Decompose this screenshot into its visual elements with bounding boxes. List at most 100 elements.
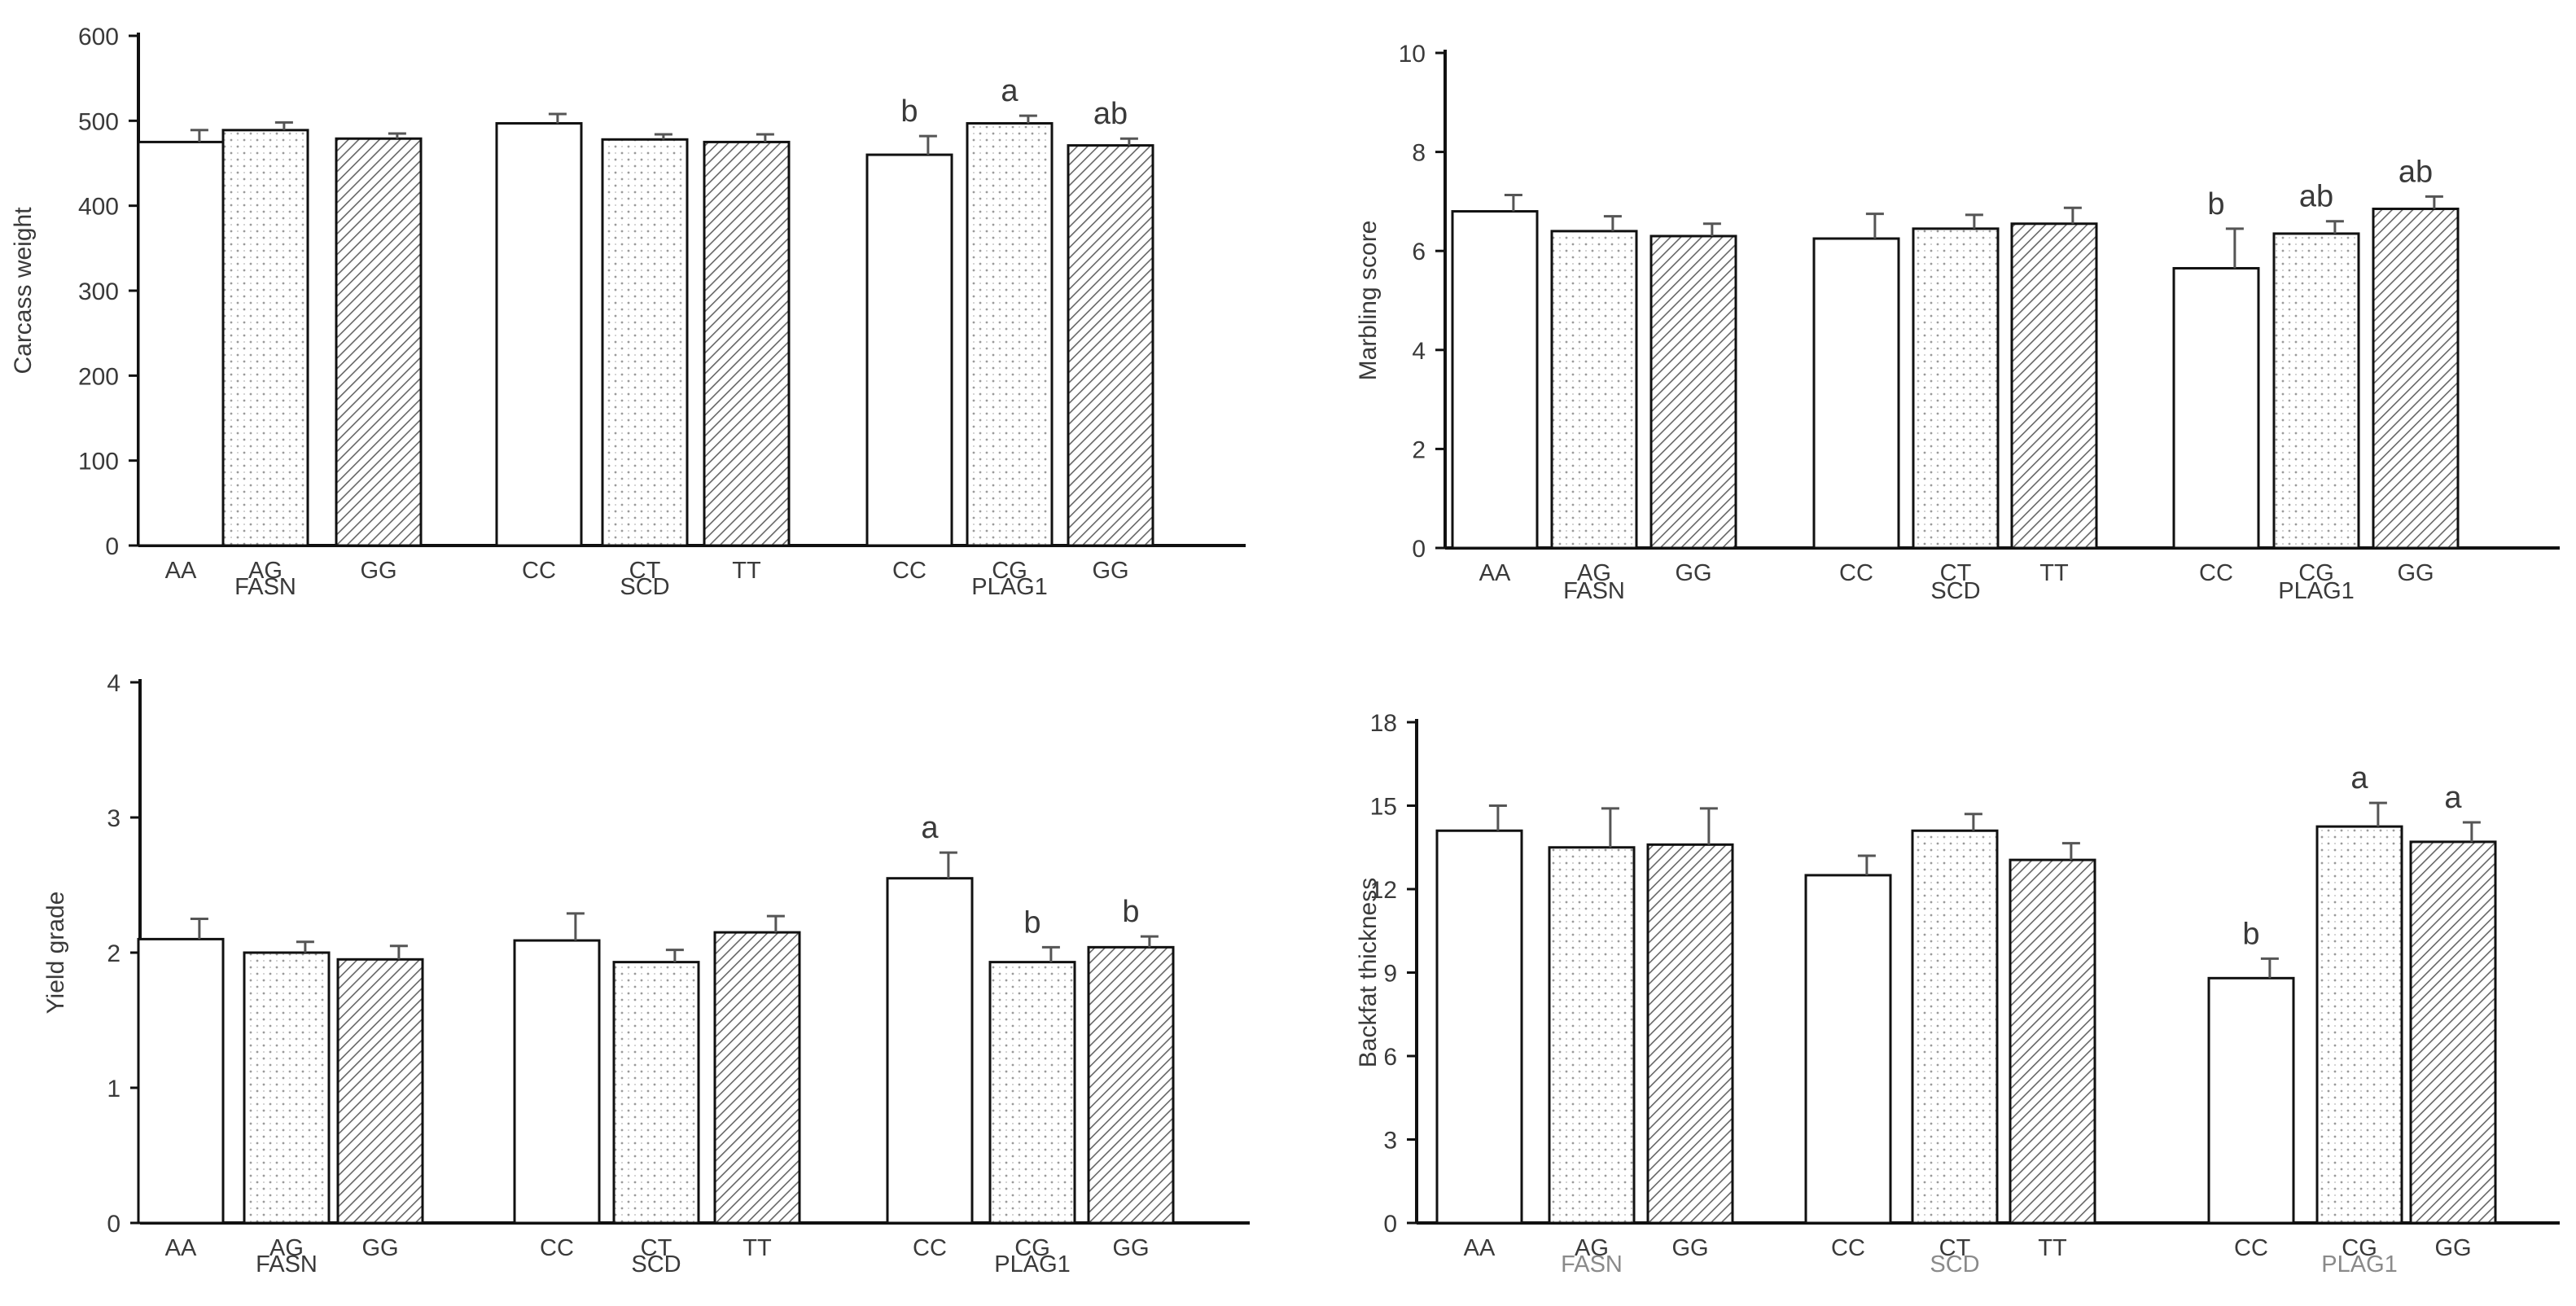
bar-fasn-aa-plain [1435, 829, 1523, 1225]
error-bar [1964, 813, 1982, 831]
bar-scd-tt-hatched [2010, 222, 2098, 550]
x-category-label: GG [1675, 560, 1711, 586]
gene-label: FASN [1561, 1251, 1623, 1278]
bar-fasn-aa-plain [1451, 210, 1539, 550]
error-bar [2425, 195, 2443, 209]
bar-plag1-cg-dotted [2315, 825, 2403, 1225]
gene-label: PLAG1 [2321, 1251, 2398, 1278]
bar-scd-ct-dotted [612, 961, 700, 1225]
gene-label: SCD [631, 1251, 681, 1278]
x-category-label: AG [269, 1235, 304, 1261]
bar-fasn-gg-hatched [336, 958, 424, 1225]
x-category-label: CC [2234, 1235, 2268, 1261]
x-category-label: GG [2434, 1235, 2471, 1261]
x-category-label: TT [2038, 1235, 2067, 1261]
bar-fasn-ag-dotted [221, 129, 309, 547]
x-category-label: CC [2199, 560, 2233, 586]
gene-label: SCD [1930, 1251, 1979, 1278]
x-category-label: AA [165, 558, 197, 584]
bar-scd-tt-hatched [703, 140, 791, 547]
bar-fasn-ag-dotted [243, 951, 331, 1225]
x-category-label: GG [1092, 558, 1128, 584]
y-tick-label: 12 [1370, 877, 1397, 904]
x-category-label: GG [1671, 1235, 1708, 1261]
error-bar [2260, 957, 2279, 979]
significance-letter: ab [1093, 97, 1128, 131]
bar-plag1-gg-hatched [1067, 144, 1154, 547]
gene-group-fasn: AA AG GG FASN [1435, 804, 1734, 1278]
error-bar [388, 132, 406, 139]
error-bar [1865, 213, 1884, 239]
y-tick-label: 600 [78, 24, 119, 50]
bar-plag1-gg-hatched [1087, 945, 1175, 1225]
error-bar [2063, 206, 2082, 224]
y-tick-label: 18 [1370, 710, 1397, 737]
bar-scd-cc-plain [495, 121, 583, 547]
significance-letter: b [2242, 917, 2259, 951]
x-category-label: GG [1112, 1235, 1149, 1261]
bar-scd-ct-dotted [1911, 829, 1999, 1225]
y-axis-label: Yield grade [42, 892, 69, 1015]
error-bar [1041, 945, 1060, 962]
error-bar [918, 134, 937, 156]
x-category-label: AG [1577, 560, 1611, 586]
bar-plag1-gg-hatched [2409, 840, 2497, 1225]
x-category-label: TT [732, 558, 761, 584]
error-bar [190, 918, 208, 940]
bar-scd-tt-hatched [2009, 858, 2096, 1225]
x-category-label: CC [892, 558, 927, 584]
gene-label: FASN [256, 1251, 318, 1278]
error-bar [566, 912, 585, 941]
bar-plag1-cc-plain [2207, 976, 2295, 1225]
y-tick-label: 4 [1412, 338, 1426, 365]
error-bar [1857, 854, 1876, 875]
y-tick-label: 8 [1412, 140, 1426, 167]
bar-plag1-cg-dotted [966, 121, 1054, 547]
x-category-label: AA [1464, 1235, 1496, 1261]
y-axis-label: Backfat thickness [1355, 878, 1382, 1067]
y-tick-label: 6 [1383, 1044, 1397, 1071]
x-category-label: CC [540, 1235, 574, 1261]
x-category-label: CC [913, 1235, 947, 1261]
significance-letter: a [2444, 781, 2462, 815]
gene-label: PLAG1 [971, 574, 1048, 600]
gene-label: SCD [1930, 578, 1980, 604]
significance-letter: ab [2399, 155, 2433, 189]
y-tick-label: 0 [105, 533, 119, 560]
x-category-label: CC [522, 558, 556, 584]
y-tick-label: 100 [78, 449, 119, 476]
y-tick-label: 15 [1370, 794, 1397, 821]
bar-plag1-cc-plain [886, 877, 974, 1225]
significance-letter: b [1122, 895, 1139, 929]
y-tick-label: 3 [107, 805, 120, 832]
error-bar [1019, 114, 1037, 124]
error-bar [1504, 193, 1522, 212]
x-category-label: CC [1831, 1235, 1865, 1261]
bar-scd-ct-dotted [1912, 227, 2000, 550]
y-tick-label: 0 [1383, 1211, 1397, 1238]
error-bar [756, 133, 774, 142]
gene-group-scd: CC CT TT SCD [1804, 813, 2096, 1278]
gene-group-plag1: CC b CG a GG ab PLAG1 [865, 74, 1154, 600]
significance-letter: ab [2299, 180, 2333, 214]
error-bar [2061, 842, 2080, 861]
error-bar [274, 121, 293, 130]
bar-scd-tt-hatched [713, 931, 801, 1225]
x-category-label: GG [2397, 560, 2434, 586]
significance-letter: a [1001, 74, 1019, 108]
x-category-label: AA [1479, 560, 1511, 586]
bar-plag1-cg-dotted [988, 961, 1076, 1225]
error-bar [1601, 807, 1619, 848]
error-bar [296, 940, 314, 953]
significance-letter: a [2350, 761, 2368, 795]
significance-letter: b [1023, 905, 1040, 940]
bar-fasn-gg-hatched [335, 137, 423, 547]
y-tick-label: 2 [1412, 436, 1426, 463]
y-tick-label: 10 [1399, 41, 1426, 68]
y-tick-label: 6 [1412, 239, 1426, 265]
y-tick-label: 9 [1383, 961, 1397, 988]
x-category-label: TT [743, 1235, 772, 1261]
gene-group-scd: CC CT TT SCD [1812, 206, 2098, 604]
